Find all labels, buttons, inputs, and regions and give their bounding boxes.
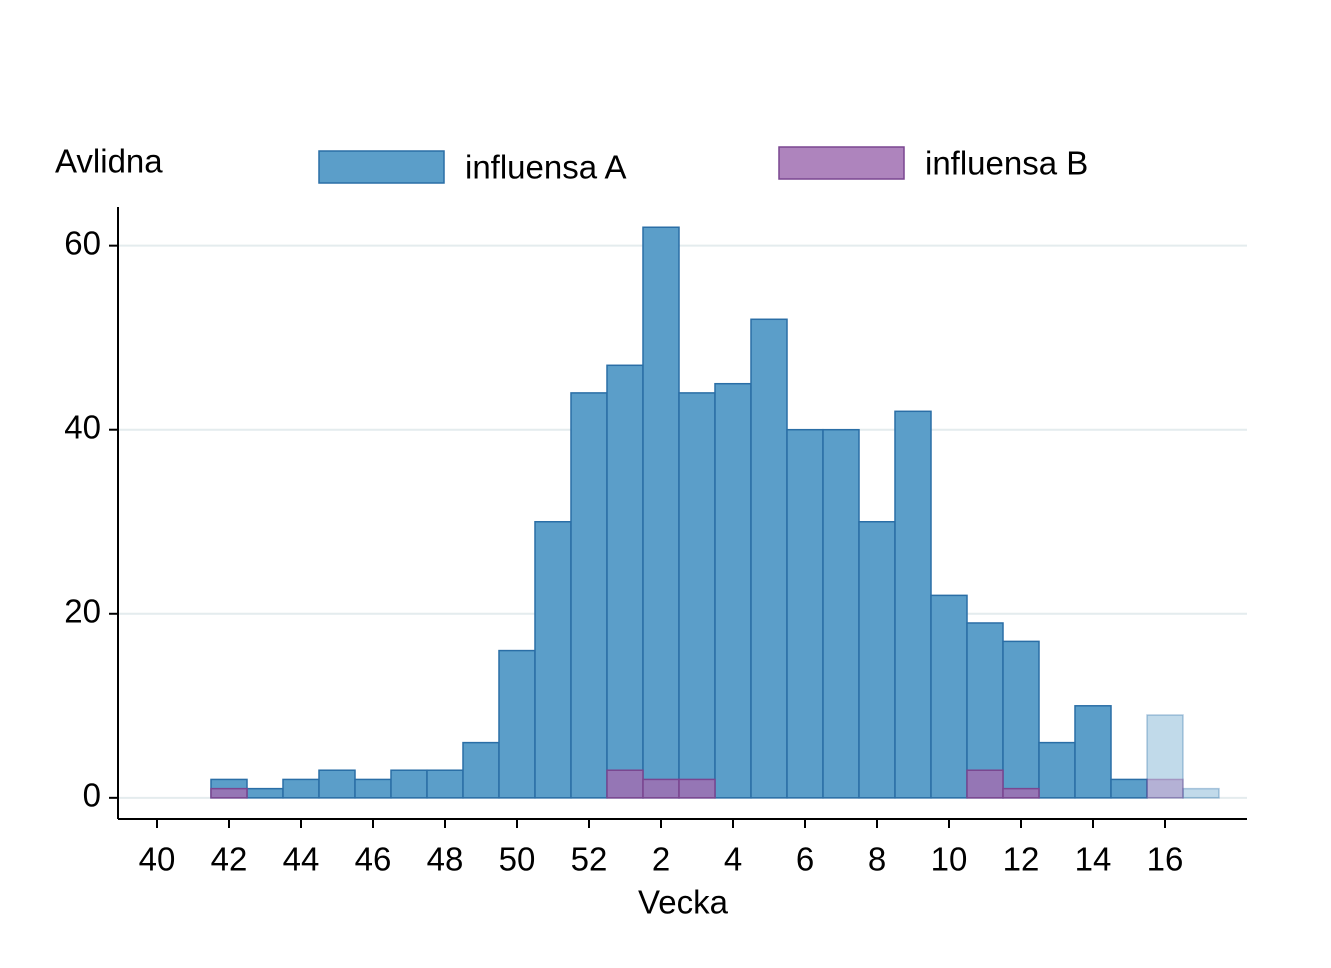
y-tick-label: 20	[64, 592, 101, 629]
x-tick-label: 50	[499, 841, 536, 878]
x-tick-label: 14	[1075, 841, 1112, 878]
x-tick-label: 6	[796, 841, 814, 878]
bar	[426, 769, 464, 799]
bar	[606, 364, 644, 799]
bar	[966, 769, 1004, 799]
bar	[570, 392, 608, 799]
x-tick-label: 16	[1147, 841, 1184, 878]
y-tick-label: 0	[83, 777, 101, 814]
bar	[714, 382, 752, 799]
x-tick-label: 40	[139, 841, 176, 878]
legend-swatch	[778, 146, 905, 180]
bar	[534, 520, 572, 799]
bar	[858, 520, 896, 799]
x-tick-label: 52	[571, 841, 608, 878]
legend-swatch	[318, 150, 445, 184]
bar	[1002, 787, 1040, 799]
x-tick-label: 42	[211, 841, 248, 878]
bar	[318, 769, 356, 799]
bar	[642, 778, 680, 799]
x-tick-label: 8	[868, 841, 886, 878]
bar	[462, 741, 500, 799]
bar	[930, 594, 968, 799]
bar	[894, 410, 932, 799]
legend-label: influensa A	[465, 149, 626, 186]
bar	[678, 778, 716, 799]
bar	[1146, 714, 1184, 799]
y-tick-label: 40	[64, 408, 101, 445]
bar	[822, 428, 860, 799]
bar	[354, 778, 392, 799]
y-tick-label: 60	[64, 224, 101, 261]
bar	[1038, 741, 1076, 799]
bar	[390, 769, 428, 799]
bar	[786, 428, 824, 799]
x-tick-label: 10	[931, 841, 968, 878]
x-tick-label: 46	[355, 841, 392, 878]
x-tick-label: 12	[1003, 841, 1040, 878]
bar	[1146, 778, 1184, 799]
x-tick-label: 48	[427, 841, 464, 878]
y-axis-label: Avlidna	[55, 143, 163, 180]
bar	[1002, 640, 1040, 799]
x-tick-label: 2	[652, 841, 670, 878]
bar	[210, 787, 248, 799]
bar	[282, 778, 320, 799]
bar	[1182, 787, 1220, 799]
bar	[246, 787, 284, 799]
legend-label: influensa B	[925, 145, 1088, 182]
x-axis-label: Vecka	[638, 884, 729, 921]
bar	[642, 226, 680, 799]
bar	[498, 649, 536, 799]
bar	[678, 392, 716, 799]
x-tick-label: 44	[283, 841, 320, 878]
bar	[1110, 778, 1148, 799]
bar	[606, 769, 644, 799]
bar	[1074, 705, 1112, 799]
x-tick-label: 4	[724, 841, 742, 878]
bar	[750, 318, 788, 799]
